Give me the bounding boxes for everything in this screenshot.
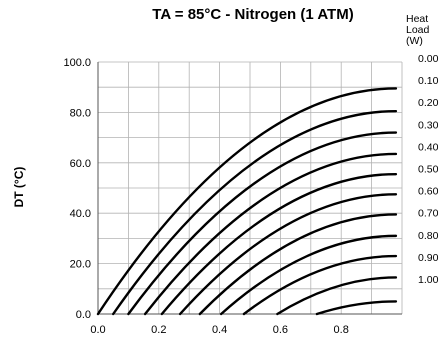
y-tick-label: 100.0 [63,57,91,69]
legend-title: Heat Load (W) [406,14,429,47]
legend-entry: 0.00 [418,53,439,65]
legend-entry: 0.40 [418,141,439,153]
series-line [219,234,398,316]
x-tick-label: 0.0 [90,324,105,336]
x-tick-label: 0.2 [151,324,166,336]
legend-entry: 0.70 [418,208,439,220]
series-line [198,213,398,316]
series-line [112,109,398,316]
legend-title-line-2: Load [406,24,430,36]
legend-entry: 0.30 [418,119,439,131]
y-tick-label: 40.0 [70,208,91,220]
legend-entry: 0.20 [418,97,439,109]
legend-entry: 0.90 [418,252,439,264]
series-line [242,254,398,316]
legend-entry: 0.50 [418,164,439,176]
legend-entry: 0.60 [418,186,439,198]
y-tick-label: 60.0 [70,158,91,170]
grid-lines [97,61,403,315]
series-line [315,300,398,316]
y-tick-label: 80.0 [70,107,91,119]
y-tick-label: 20.0 [70,259,91,271]
tick-labels: 0.0 0.2 0.4 0.6 0.8 0.0 20.0 40.0 60.0 80.0 100.0 [63,57,348,336]
legend-entry: 0.80 [418,230,439,242]
x-tick-label: 0.8 [334,324,349,336]
legend-title-line-1: Heat [406,13,429,25]
series-lines [96,87,398,316]
x-tick-label: 0.4 [212,324,227,336]
chart-title: TA = 85°C - Nitrogen (1 ATM) [152,6,354,23]
series-line [160,172,398,316]
series-line [178,193,398,316]
legend-entry: 1.00 [418,274,439,286]
series-line [276,276,398,316]
legend-entry: 0.10 [418,75,439,87]
x-tick-label: 0.6 [273,324,288,336]
series-line [96,87,398,316]
y-tick-label: 0.0 [76,309,91,321]
legend-title-line-3: (W) [406,35,423,47]
legend: 0.00 0.10 0.20 0.30 0.40 0.50 0.60 0.70 0.80 0.90… [418,53,439,286]
axes [97,62,402,315]
series-line [143,152,398,316]
series-line [127,131,398,316]
